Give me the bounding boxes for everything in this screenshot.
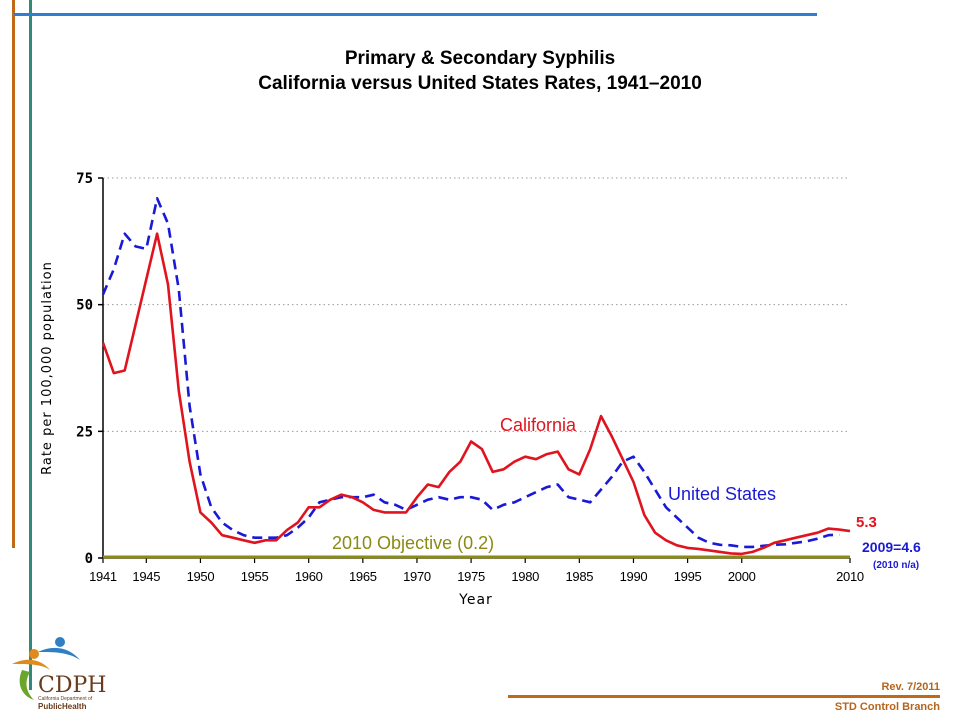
left-teal-rule: [29, 0, 32, 690]
x-tick-label-2010: 2010: [836, 569, 864, 584]
x-tick-label-1960: 1960: [295, 569, 323, 584]
us-note: (2010 n/a): [873, 560, 919, 571]
title-line-1: Primary & Secondary Syphilis: [344, 48, 616, 69]
logo-swoosh-blue: [38, 647, 80, 660]
bottom-orange-rule: [508, 695, 940, 698]
series-line-united-states: [101, 197, 840, 549]
cdph-logo: CDPH California Department of PublicHeal…: [12, 637, 106, 711]
x-tick-label-1965: 1965: [349, 569, 377, 584]
x-tick-label-1955: 1955: [241, 569, 269, 584]
x-tick-label-1945: 1945: [132, 569, 160, 584]
x-tick-label-1980: 1980: [511, 569, 539, 584]
x-tick-labels: 1941 1945 1950 1955 1960 1965 1970 1975 1980 1985…: [89, 569, 864, 584]
revision-date: Rev. 7/2011: [881, 681, 940, 693]
x-axis-label: Year: [458, 592, 493, 608]
logo-sub2: PublicHealth: [38, 702, 87, 711]
x-tick-label-1990: 1990: [620, 569, 648, 584]
top-blue-rule: [14, 13, 817, 16]
gridlines: [98, 177, 851, 563]
branch-name: STD Control Branch: [834, 701, 940, 713]
logo-swoosh-orange: [12, 659, 50, 670]
y-axis-label: Rate per 100,000 population: [40, 261, 55, 475]
x-tick-label-2000: 2000: [728, 569, 756, 584]
logo-figure-orange: [29, 649, 39, 659]
x-tick-label-1941: 1941: [89, 569, 117, 584]
y-tick-label-75: 75: [76, 171, 93, 187]
logo-sub1: California Department of: [38, 696, 93, 702]
series-lines: [101, 197, 851, 559]
x-tick-label-1950: 1950: [187, 569, 215, 584]
line-chart: 0 25 50 75 1941 1945 1950 1955 1960 1965 1970 1975…: [40, 171, 921, 608]
left-orange-rule: [12, 0, 15, 548]
series-line-california: [101, 232, 851, 556]
y-tick-labels: 0 25 50 75: [76, 171, 93, 567]
x-tick-label-1970: 1970: [403, 569, 431, 584]
california-end-value: 5.3: [856, 514, 877, 531]
california-label: California: [500, 415, 577, 435]
logo-text: CDPH: [38, 673, 106, 698]
us-end-value: 2009=4.6: [862, 539, 921, 555]
chart-title: Primary & Secondary Syphilis California …: [0, 46, 960, 96]
logo-figure-blue: [55, 637, 65, 647]
title-line-2: California versus United States Rates, 1…: [258, 73, 702, 94]
x-tick-label-1985: 1985: [565, 569, 593, 584]
y-tick-label-0: 0: [85, 551, 93, 567]
united-states-label: United States: [668, 484, 776, 504]
x-tick-label-1995: 1995: [674, 569, 702, 584]
y-tick-label-25: 25: [76, 424, 93, 440]
y-tick-label-50: 50: [76, 298, 93, 314]
logo-swoosh-green: [19, 670, 34, 700]
x-tick-label-1975: 1975: [457, 569, 485, 584]
objective-label: 2010 Objective (0.2): [332, 533, 494, 553]
